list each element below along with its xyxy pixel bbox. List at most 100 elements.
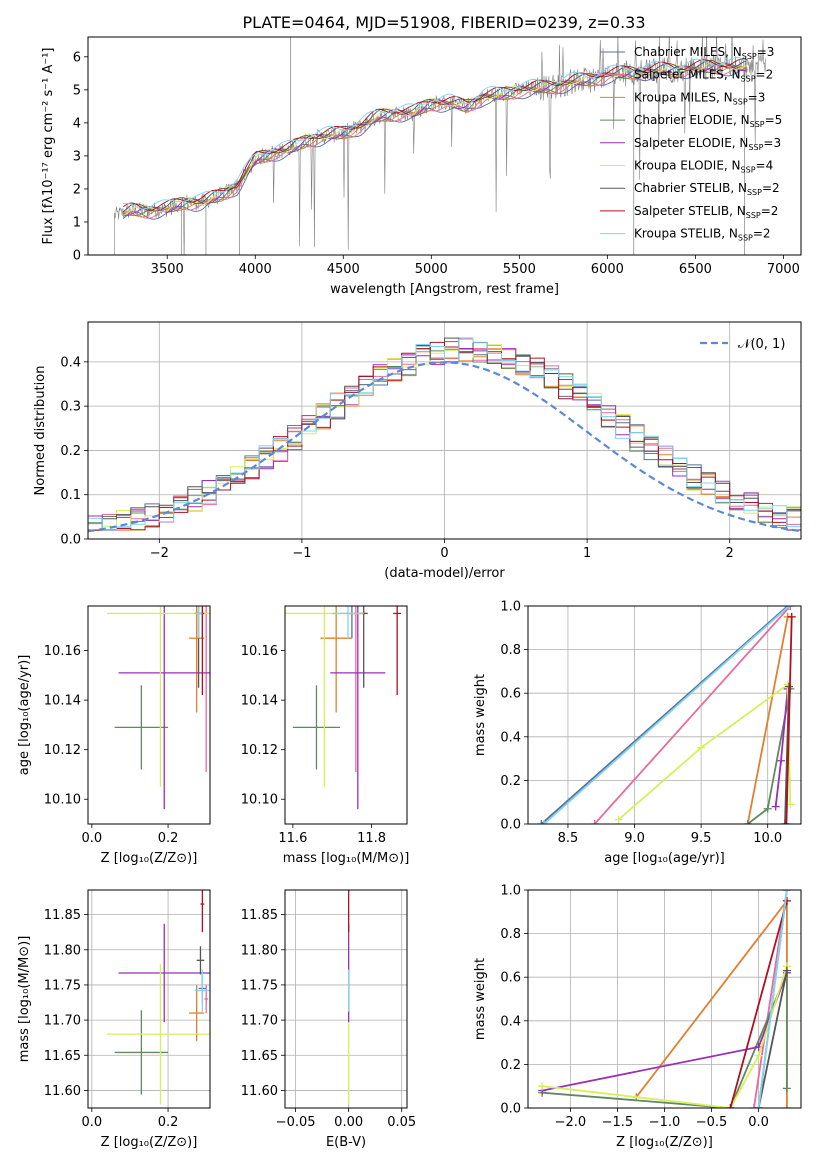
spectrum-xlabel: wavelength [Angstrom, rest frame] xyxy=(330,282,559,297)
massE-xtick-label: −0.05 xyxy=(276,1115,316,1130)
spectrum-legend-suffix: =2 xyxy=(753,227,771,241)
mwAge-series-line xyxy=(593,606,791,824)
mwZ-series-marker xyxy=(538,1082,547,1091)
mwZ-series-marker xyxy=(754,1051,763,1060)
spectrum-ytick-label: 3 xyxy=(73,149,81,164)
spectrum-legend-label: Salpeter STELIB, NSSP=2 xyxy=(634,204,778,220)
mwZ-ytick-label: 0.0 xyxy=(500,1102,521,1117)
residuals-xtick-label: 0 xyxy=(440,546,448,561)
ageZ-ytick-label: 10.14 xyxy=(44,694,81,709)
spectrum-legend-subscript: SSP xyxy=(741,166,756,175)
ageZ-xtick-label: 0.0 xyxy=(81,831,102,846)
mwAge-series-marker xyxy=(771,802,780,811)
mwZ-xlabel: Z [log₁₀(Z/Z⊙)] xyxy=(616,1135,713,1150)
mwZ-series-marker xyxy=(726,1104,735,1108)
spectrum-model-line xyxy=(123,64,748,218)
massE-xtick-label: 0.00 xyxy=(334,1115,363,1130)
residuals-panel: −2 −1 0 1 2 0.0 0.1 0.2 0.3 0.4 (data-model)/error… xyxy=(33,321,802,581)
spectrum-ytick-label: 0 xyxy=(73,249,81,264)
mwAge-series-marker xyxy=(777,756,786,765)
mwAge-series-marker xyxy=(539,820,548,824)
mwZ-series-line xyxy=(757,890,788,1108)
mwAge-series-marker xyxy=(763,804,772,813)
spectrum-xtick-label: 3500 xyxy=(151,262,184,277)
spectrum-legend-suffix: =2 xyxy=(762,181,780,195)
spectrum-xtick-label: 7000 xyxy=(767,262,800,277)
residuals-ytick-label: 0.1 xyxy=(60,488,81,503)
spectrum-legend-label: Chabrier STELIB, NSSP=2 xyxy=(634,181,780,197)
spectrum-plot-area xyxy=(114,37,767,255)
mwZ-series-marker xyxy=(782,966,791,975)
mwAge-ytick-label: 0.8 xyxy=(500,643,521,658)
massE-ytick-label: 11.65 xyxy=(241,1049,278,1064)
ageM-panel: 11.6 11.8 10.10 10.12 10.14 10.16 mass [log₁₀(… xyxy=(241,605,409,866)
spectrum-legend-subscript: SSP xyxy=(750,120,765,129)
massZ-ytick-label: 11.60 xyxy=(44,1084,81,1099)
mwAge-series-line xyxy=(540,606,789,824)
spectrum-legend-label: Chabrier MILES, NSSP=3 xyxy=(634,45,774,61)
mwAge-xtick-label: 9.5 xyxy=(691,831,712,846)
residuals-xtick-label: −2 xyxy=(150,546,169,561)
massZ-ytick-label: 11.70 xyxy=(44,1014,81,1029)
massZ-xtick-label: 0.2 xyxy=(158,1115,179,1130)
ageZ-plot-area xyxy=(107,606,210,810)
mwAge-series-marker xyxy=(537,820,546,824)
ageM-ytick-label: 10.14 xyxy=(241,694,278,709)
massE-ytick-label: 11.60 xyxy=(241,1084,278,1099)
spectrum-legend-suffix: =3 xyxy=(748,90,766,104)
spectrum-model-line xyxy=(122,66,748,219)
spectrum-legend-suffix: =4 xyxy=(756,159,774,173)
mwZ-xtick-label: −1.0 xyxy=(649,1115,681,1130)
spectrum-model-line xyxy=(122,60,748,216)
mwAge-series-marker xyxy=(786,606,795,610)
residuals-xlabel: (data-model)/error xyxy=(384,566,505,581)
residuals-ytick-label: 0.4 xyxy=(60,355,81,370)
mwAge-series-line xyxy=(618,682,792,821)
spectrum-ytick-label: 6 xyxy=(73,50,81,65)
spectrum-legend-subscript: SSP xyxy=(733,97,748,106)
mwZ-series-line xyxy=(542,972,788,1108)
mwAge-ylabel: mass weight xyxy=(473,674,488,756)
spectrum-legend-label: Chabrier ELODIE, NSSP=5 xyxy=(634,113,782,129)
massE-ytick-label: 11.70 xyxy=(241,1014,278,1029)
mwAge-series-line xyxy=(784,686,790,824)
spectrum-legend-label: Kroupa MILES, NSSP=3 xyxy=(634,90,765,106)
residuals-xtick-label: 2 xyxy=(726,546,734,561)
mwZ-series-marker xyxy=(782,1104,791,1108)
spectrum-xtick-label: 5500 xyxy=(503,262,536,277)
mwAge-series-line xyxy=(785,616,793,824)
mwAge-ytick-label: 0.4 xyxy=(500,730,521,745)
ageM-ytick-label: 10.10 xyxy=(241,793,278,808)
massZ-ytick-label: 11.85 xyxy=(44,908,81,923)
massE-panel: −0.05 0.00 0.05 11.60 11.65 11.70 11.75 11.80 11… xyxy=(241,889,416,1150)
spectrum-model-line xyxy=(122,59,748,213)
massZ-ytick-label: 11.80 xyxy=(44,943,81,958)
mwZ-series-line xyxy=(757,970,788,1108)
spectrum-ytick-label: 1 xyxy=(73,215,81,230)
mwZ-panel: −2.0 −1.5 −1.0 −0.5 0.0 0.0 0.2 0.4 0.6 0.8 1.0 Z [… xyxy=(473,884,802,1150)
residuals-ytick-label: 0.3 xyxy=(60,400,81,415)
spectrum-legend-label: Salpeter ELODIE, NSSP=3 xyxy=(634,136,781,152)
spectrum-xtick-label: 6500 xyxy=(679,262,712,277)
mwAge-xtick-label: 8.5 xyxy=(558,831,579,846)
mwAge-xtick-label: 9.0 xyxy=(624,831,645,846)
residuals-ytick-label: 0.0 xyxy=(60,533,81,548)
massZ-xlabel: Z [log₁₀(Z/Z⊙)] xyxy=(101,1135,198,1150)
massZ-xtick-label: 0.0 xyxy=(81,1115,102,1130)
mwZ-ytick-label: 0.8 xyxy=(500,927,521,942)
mwZ-series-marker xyxy=(782,896,791,905)
massZ-plot-area xyxy=(107,890,210,1105)
massE-ytick-label: 11.85 xyxy=(241,908,278,923)
spectrum-legend-label: Kroupa STELIB, NSSP=2 xyxy=(634,227,771,243)
residuals-xtick-label: 1 xyxy=(583,546,591,561)
massE-xtick-label: 0.05 xyxy=(387,1115,416,1130)
spectrum-title: PLATE=0464, MJD=51908, FIBERID=0239, z=0… xyxy=(242,13,645,32)
spectrum-legend: Chabrier MILES, NSSP=3 Salpeter MILES, NS… xyxy=(600,45,782,243)
mwZ-series-marker xyxy=(749,1104,758,1108)
mwAge-frame xyxy=(527,605,802,825)
ageM-plot-area xyxy=(285,606,402,810)
mwAge-xtick-label: 10.0 xyxy=(753,831,782,846)
mwZ-xtick-label: 0.0 xyxy=(748,1115,769,1130)
spectrum-xtick-label: 4500 xyxy=(327,262,360,277)
mwAge-xlabel: age [log₁₀(age/yr)] xyxy=(604,851,725,866)
